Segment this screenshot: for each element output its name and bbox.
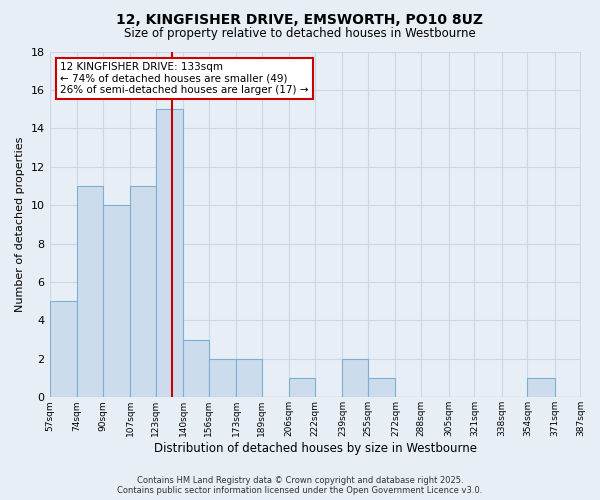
Text: Size of property relative to detached houses in Westbourne: Size of property relative to detached ho… (124, 28, 476, 40)
Text: Contains HM Land Registry data © Crown copyright and database right 2025.
Contai: Contains HM Land Registry data © Crown c… (118, 476, 482, 495)
Text: 12 KINGFISHER DRIVE: 133sqm
← 74% of detached houses are smaller (49)
26% of sem: 12 KINGFISHER DRIVE: 133sqm ← 74% of det… (60, 62, 308, 95)
Bar (130, 186, 156, 398)
Bar (103, 205, 130, 398)
Bar (77, 186, 103, 398)
Bar (236, 359, 262, 398)
Bar (368, 378, 395, 398)
Bar (527, 378, 555, 398)
Y-axis label: Number of detached properties: Number of detached properties (15, 136, 25, 312)
X-axis label: Distribution of detached houses by size in Westbourne: Distribution of detached houses by size … (154, 442, 476, 455)
Text: 12, KINGFISHER DRIVE, EMSWORTH, PO10 8UZ: 12, KINGFISHER DRIVE, EMSWORTH, PO10 8UZ (116, 12, 484, 26)
Bar (183, 340, 209, 398)
Bar (209, 359, 236, 398)
Bar (343, 359, 368, 398)
Bar (50, 301, 77, 398)
Bar (289, 378, 315, 398)
Bar (156, 109, 183, 398)
